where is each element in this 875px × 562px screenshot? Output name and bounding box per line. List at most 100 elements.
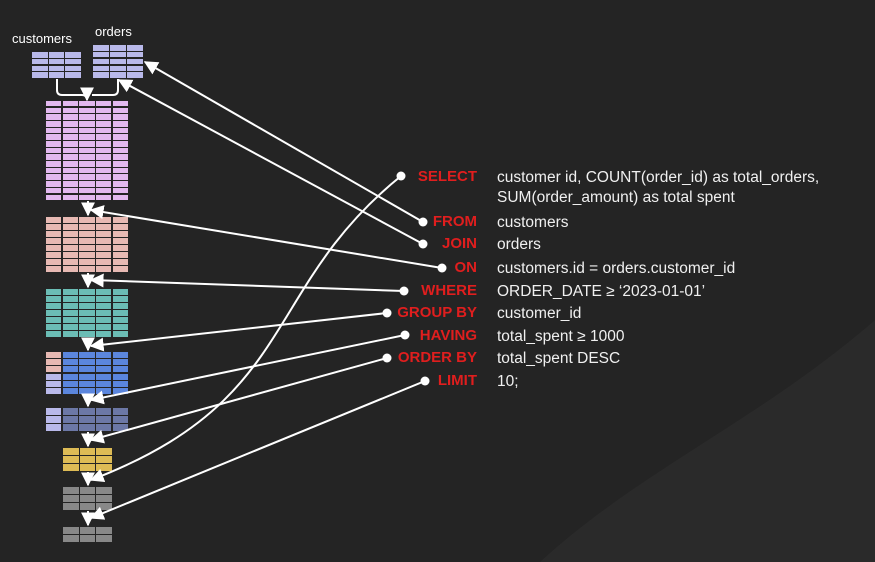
table-cell: [112, 303, 128, 309]
table-cell: [62, 194, 79, 200]
join-merge-arrow: [56, 79, 94, 102]
table-cell: [112, 114, 128, 120]
table-cell: [62, 387, 79, 394]
table-cell: [46, 194, 62, 200]
table-cell: [95, 259, 112, 265]
table-cell: [46, 238, 62, 244]
table-cell: [79, 187, 95, 194]
table-cell: [65, 65, 81, 72]
table-cell: [79, 303, 95, 309]
table-cell: [62, 289, 79, 295]
table-cell: [112, 366, 128, 373]
table-cell: [112, 181, 128, 187]
table-cell: [112, 373, 128, 380]
on-keyword: ON: [454, 259, 478, 276]
orders-table-label: orders: [95, 24, 132, 39]
table-cell: [62, 174, 79, 180]
table-cell: [79, 456, 96, 463]
table-cell: [95, 114, 112, 120]
table-cell: [112, 194, 128, 200]
table-cell: [112, 217, 128, 223]
table-cell: [112, 416, 128, 423]
table-cell: [95, 147, 112, 154]
table-cell: [95, 373, 112, 380]
order-by-text: total_spent DESC: [497, 350, 621, 367]
join-arrow: [117, 79, 424, 245]
table-cell: [112, 259, 128, 265]
table-cell: [63, 495, 79, 502]
table-cell: [95, 224, 112, 230]
table-cell: [46, 259, 62, 265]
table-cell: [96, 495, 112, 502]
table-cell: [79, 448, 96, 455]
table-cell: [62, 121, 79, 127]
table-cell: [95, 174, 112, 180]
table-cell: [46, 252, 62, 258]
table-cell: [62, 259, 79, 265]
table-cell: [95, 141, 112, 147]
table-cell: [79, 296, 95, 302]
table-cell: [95, 424, 112, 431]
limit-keyword: LIMIT: [437, 372, 477, 389]
table-cell: [62, 303, 79, 309]
table-cell: [96, 464, 112, 471]
table-cell: [112, 167, 128, 174]
table-cell: [46, 147, 62, 154]
table-cell: [112, 317, 128, 323]
table-cell: [96, 448, 112, 455]
table-cell: [79, 194, 95, 200]
table-cell: [112, 408, 128, 415]
table-cell: [112, 266, 128, 272]
table-cell: [95, 352, 112, 358]
table-cell: [62, 380, 79, 387]
table-cell: [79, 245, 95, 251]
limit-arrow: [89, 380, 426, 520]
table-cell: [112, 424, 128, 431]
table-cell: [62, 187, 79, 194]
order-by-dot: [382, 353, 392, 363]
table-cell: [46, 134, 62, 140]
table-cell: [95, 380, 112, 387]
table-cell: [93, 65, 109, 72]
table-cell: [46, 181, 62, 187]
table-cell: [46, 101, 62, 107]
table-cell: [93, 72, 109, 78]
table-cell: [95, 266, 112, 272]
select-text-line2: SUM(order_amount) as total spent: [497, 189, 735, 206]
table-cell: [62, 231, 79, 237]
table-cell: [95, 194, 112, 200]
table-cell: [79, 141, 95, 147]
where-arrow: [89, 273, 405, 292]
joined-table: [46, 101, 128, 200]
join-text: orders: [497, 236, 541, 253]
table-cell: [62, 107, 79, 114]
table-cell: [62, 181, 79, 187]
table-cell: [46, 352, 62, 358]
table-cell: [79, 495, 96, 502]
table-cell: [95, 181, 112, 187]
table-cell: [46, 121, 62, 127]
limit-text: 10;: [497, 373, 519, 390]
limit-dot: [420, 376, 430, 386]
table-cell: [95, 289, 112, 295]
table-cell: [112, 147, 128, 154]
table-cell: [112, 187, 128, 194]
on-arrow: [89, 205, 443, 269]
having-arrow: [89, 334, 406, 405]
table-cell: [79, 503, 96, 510]
table-cell: [32, 58, 48, 65]
table-cell: [62, 141, 79, 147]
table-cell: [62, 147, 79, 154]
table-cell: [79, 317, 95, 323]
table-cell: [79, 154, 95, 160]
table-cell: [95, 366, 112, 373]
table-cell: [112, 359, 128, 366]
table-cell: [62, 101, 79, 107]
table-cell: [62, 408, 79, 415]
table-cell: [46, 266, 62, 272]
group-by-text: customer_id: [497, 305, 582, 322]
table-cell: [63, 527, 79, 534]
table-cell: [79, 535, 96, 542]
table-cell: [112, 352, 128, 358]
